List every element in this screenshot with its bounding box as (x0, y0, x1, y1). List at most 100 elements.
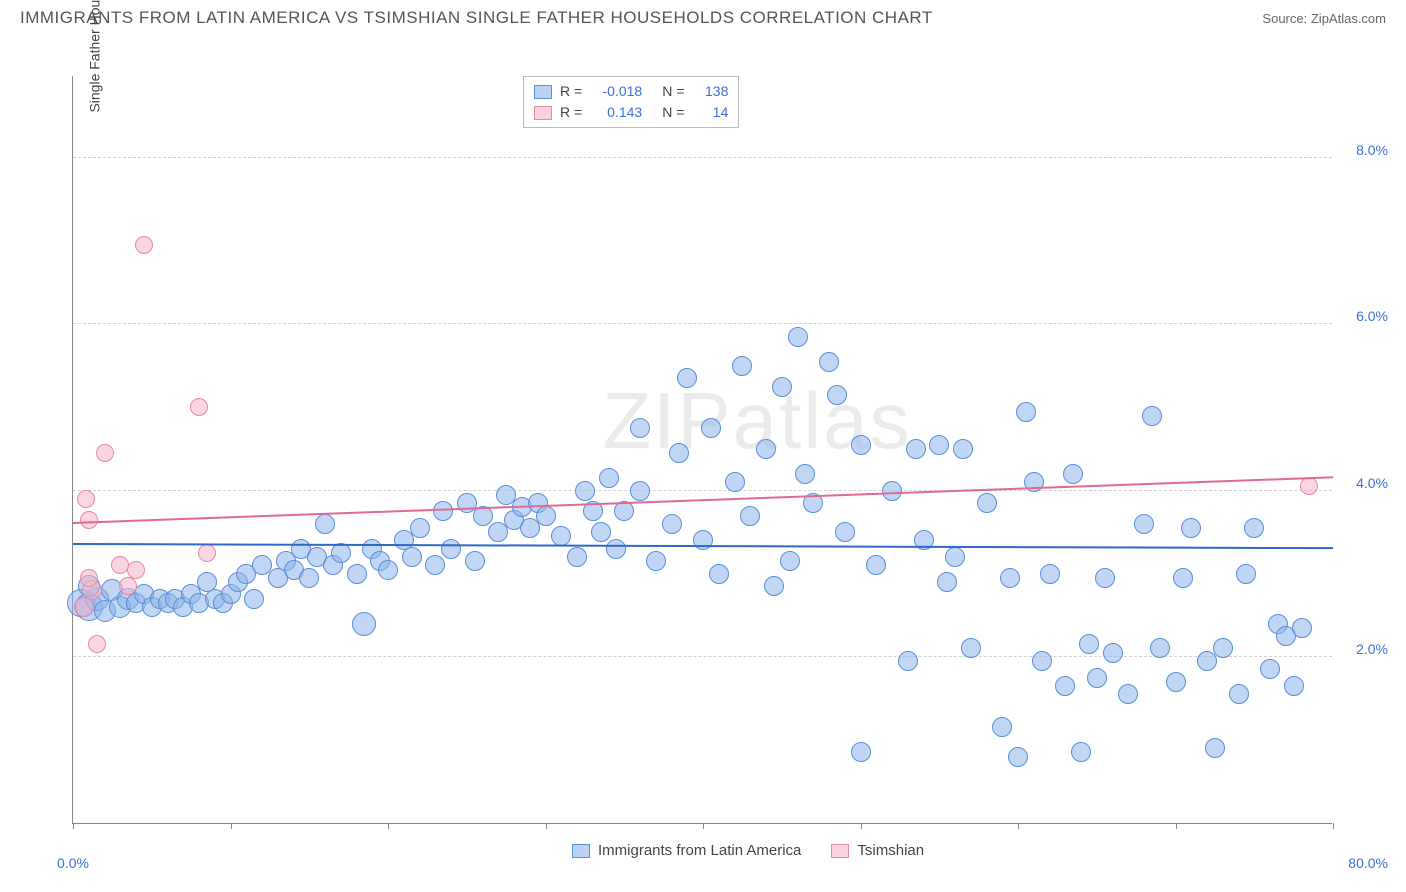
data-point-blue (701, 418, 721, 438)
data-point-blue (551, 526, 571, 546)
data-point-blue (315, 514, 335, 534)
data-point-blue (1173, 568, 1193, 588)
y-tick-label: 4.0% (1356, 475, 1388, 491)
gridline (73, 323, 1332, 324)
data-point-blue (1055, 676, 1075, 696)
y-tick-label: 2.0% (1356, 641, 1388, 657)
data-point-blue (1205, 738, 1225, 758)
data-point-blue (1292, 618, 1312, 638)
x-tick-label: 80.0% (1348, 855, 1388, 871)
data-point-blue (1071, 742, 1091, 762)
data-point-blue (851, 435, 871, 455)
x-tick (1333, 823, 1334, 829)
series-legend-label: Tsimshian (857, 842, 924, 859)
r-value: -0.018 (590, 81, 642, 102)
data-point-blue (630, 418, 650, 438)
chart-title: IMMIGRANTS FROM LATIN AMERICA VS TSIMSHI… (20, 8, 933, 28)
data-point-blue (953, 439, 973, 459)
data-point-blue (1079, 634, 1099, 654)
data-point-pink (74, 597, 94, 617)
data-point-blue (1181, 518, 1201, 538)
series-legend: Immigrants from Latin America Tsimshian (572, 842, 924, 859)
data-point-blue (866, 555, 886, 575)
data-point-pink (127, 561, 145, 579)
data-point-blue (1063, 464, 1083, 484)
data-point-blue (709, 564, 729, 584)
data-point-blue (425, 555, 445, 575)
data-point-blue (977, 493, 997, 513)
data-point-blue (827, 385, 847, 405)
data-point-pink (1300, 477, 1318, 495)
x-tick (703, 823, 704, 829)
x-tick (231, 823, 232, 829)
data-point-blue (780, 551, 800, 571)
data-point-blue (882, 481, 902, 501)
data-point-blue (929, 435, 949, 455)
data-point-blue (244, 589, 264, 609)
data-point-blue (693, 530, 713, 550)
data-point-pink (80, 569, 98, 587)
data-point-blue (410, 518, 430, 538)
data-point-blue (599, 468, 619, 488)
data-point-blue (819, 352, 839, 372)
data-point-blue (1229, 684, 1249, 704)
data-point-blue (614, 501, 634, 521)
data-point-blue (1166, 672, 1186, 692)
data-point-pink (190, 398, 208, 416)
data-point-blue (465, 551, 485, 571)
data-point-pink (119, 577, 137, 595)
data-point-blue (788, 327, 808, 347)
data-point-blue (1008, 747, 1028, 767)
n-value: 138 (692, 81, 728, 102)
data-point-blue (1260, 659, 1280, 679)
data-point-blue (1244, 518, 1264, 538)
data-point-blue (1284, 676, 1304, 696)
r-label: R = (560, 81, 582, 102)
n-label: N = (662, 81, 684, 102)
data-point-blue (536, 506, 556, 526)
x-tick (73, 823, 74, 829)
r-label: R = (560, 102, 582, 123)
data-point-blue (1150, 638, 1170, 658)
legend-swatch (572, 844, 590, 858)
gridline (73, 490, 1332, 491)
x-tick (1018, 823, 1019, 829)
data-point-pink (198, 544, 216, 562)
data-point-blue (945, 547, 965, 567)
data-point-blue (347, 564, 367, 584)
data-point-blue (764, 576, 784, 596)
data-point-pink (88, 635, 106, 653)
data-point-blue (740, 506, 760, 526)
data-point-blue (646, 551, 666, 571)
data-point-blue (1095, 568, 1115, 588)
correlation-legend-row: R =0.143N =14 (534, 102, 728, 123)
source-value: ZipAtlas.com (1311, 11, 1386, 26)
data-point-blue (1000, 568, 1020, 588)
gridline (73, 157, 1332, 158)
data-point-blue (1103, 643, 1123, 663)
data-point-blue (1032, 651, 1052, 671)
legend-swatch (534, 85, 552, 99)
data-point-blue (567, 547, 587, 567)
source-label: Source: (1262, 11, 1307, 26)
data-point-blue (1016, 402, 1036, 422)
data-point-blue (756, 439, 776, 459)
series-legend-item: Immigrants from Latin America (572, 842, 801, 859)
plot-area: ZIPatlas R =-0.018N =138R =0.143N =14 2.… (72, 76, 1332, 824)
x-tick-label: 0.0% (57, 855, 89, 871)
data-point-blue (1118, 684, 1138, 704)
data-point-blue (669, 443, 689, 463)
series-legend-label: Immigrants from Latin America (598, 842, 801, 859)
data-point-blue (772, 377, 792, 397)
data-point-blue (352, 612, 376, 636)
data-point-blue (898, 651, 918, 671)
data-point-blue (961, 638, 981, 658)
data-point-blue (732, 356, 752, 376)
data-point-blue (662, 514, 682, 534)
source: Source: ZipAtlas.com (1262, 11, 1386, 26)
data-point-blue (441, 539, 461, 559)
series-legend-item: Tsimshian (831, 842, 924, 859)
legend-swatch (534, 106, 552, 120)
data-point-blue (1040, 564, 1060, 584)
data-point-blue (1213, 638, 1233, 658)
